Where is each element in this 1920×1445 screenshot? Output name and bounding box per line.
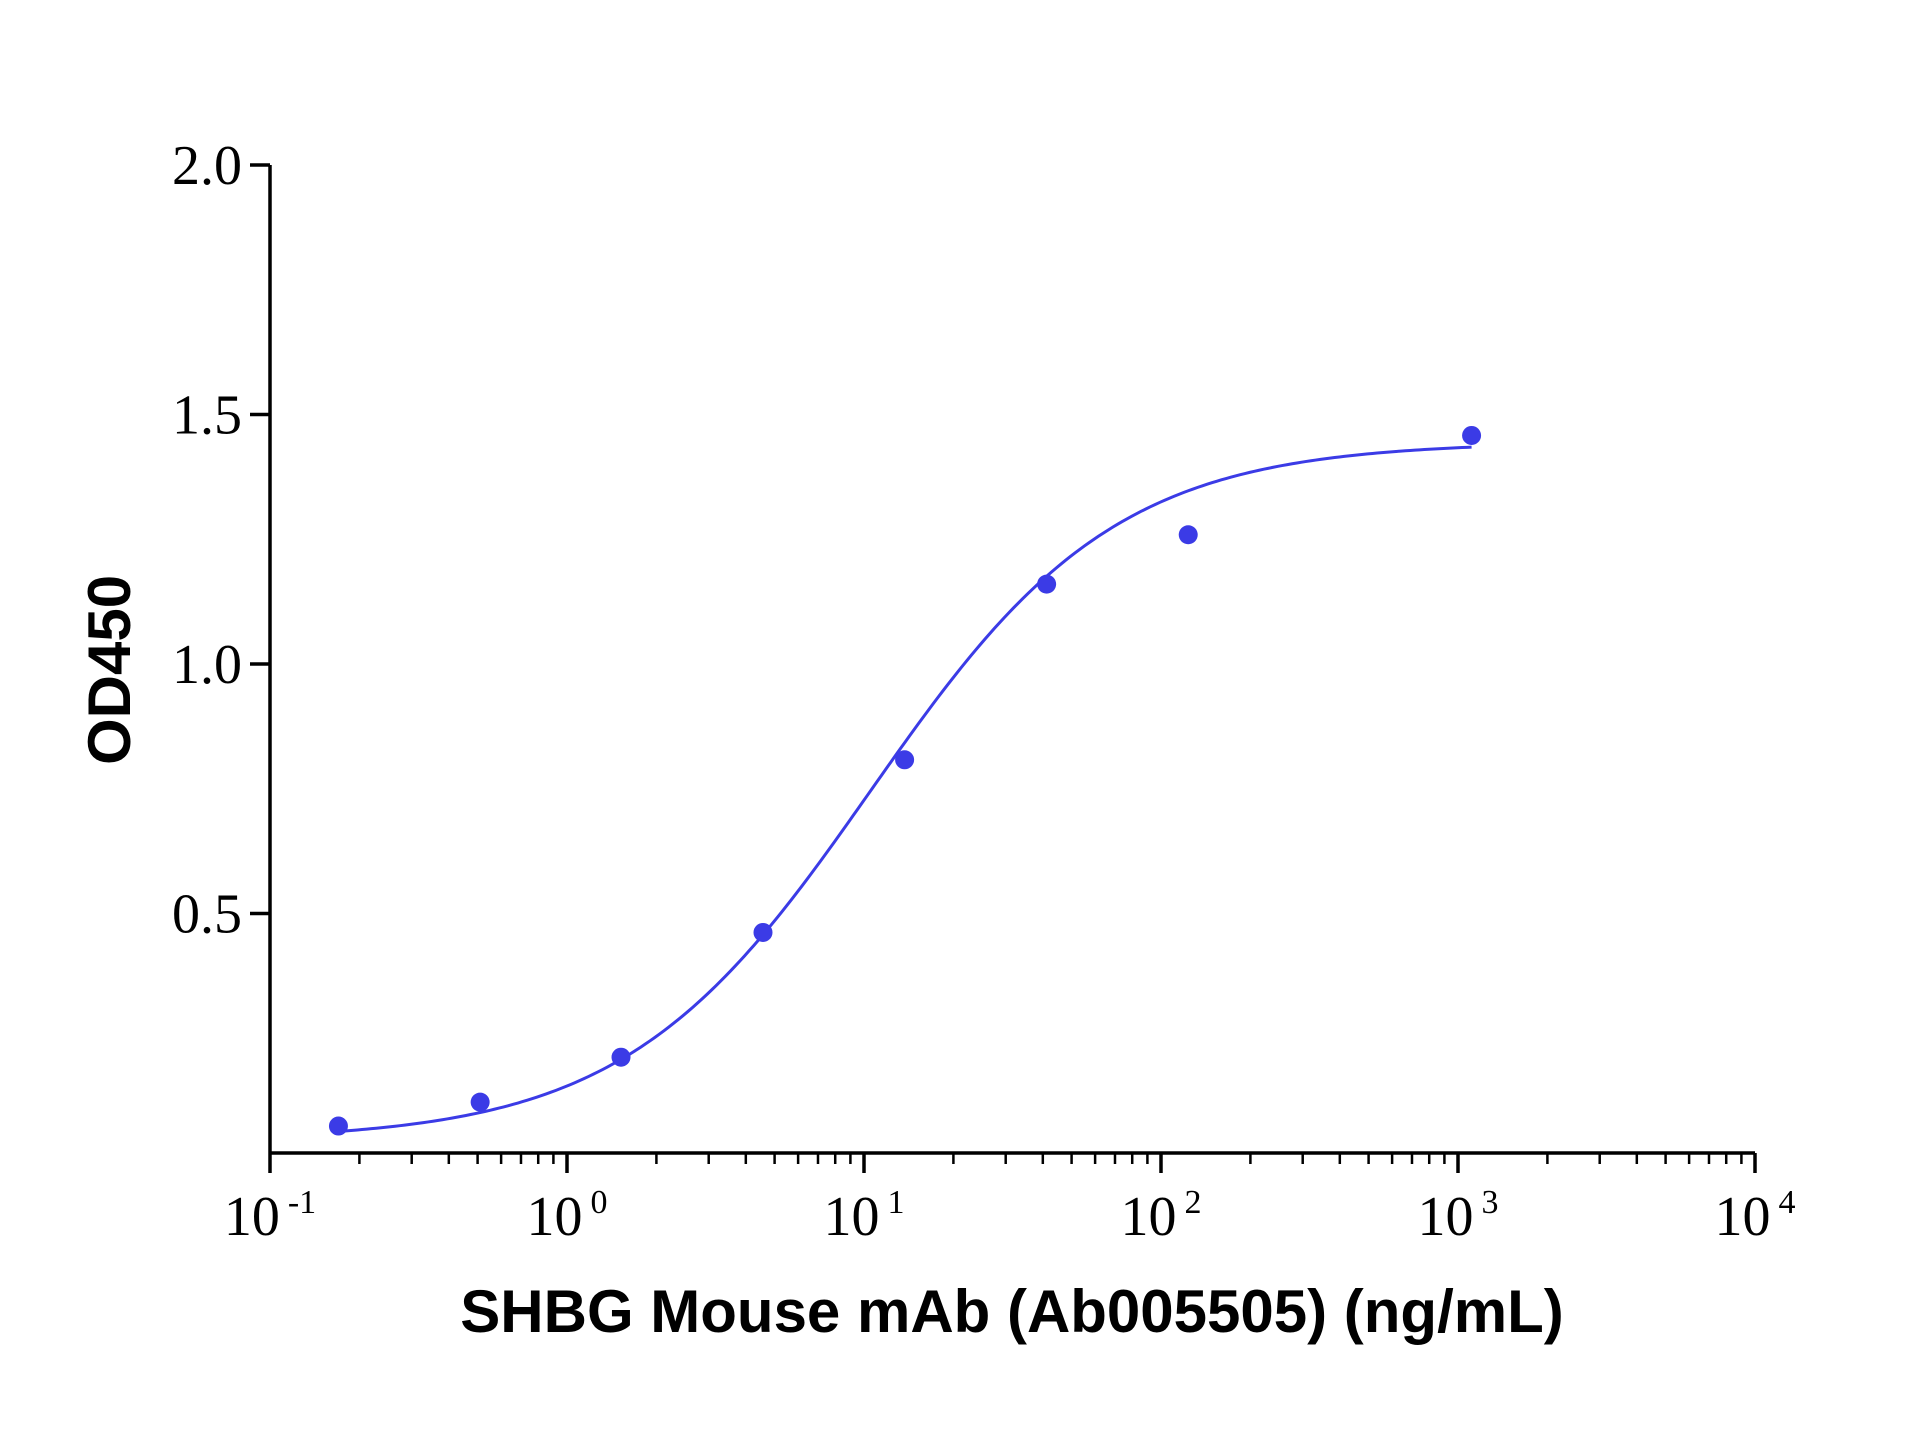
x-tick-base: 10 xyxy=(1418,1186,1474,1248)
data-point xyxy=(1178,525,1198,545)
x-tick-label: 10 3 xyxy=(1418,1184,1499,1248)
y-tick-label: 1.5 xyxy=(172,384,242,446)
x-tick-exponent: -1 xyxy=(288,1184,316,1221)
data-point xyxy=(1462,425,1482,445)
data-point xyxy=(470,1092,490,1112)
x-tick-base: 10 xyxy=(1715,1186,1771,1248)
axes: 0.51.01.52.010 -1 10 0 10 1 10 2 10 3 10 4 xyxy=(172,135,1796,1248)
x-tick-exponent: 2 xyxy=(1185,1184,1202,1221)
x-tick-label: 10 0 xyxy=(527,1184,608,1248)
y-tick-label: 1.0 xyxy=(172,634,242,696)
x-axis-title: SHBG Mouse mAb (Ab005505) (ng/mL) xyxy=(460,1278,1563,1345)
x-tick-base: 10 xyxy=(224,1186,280,1248)
data-point xyxy=(611,1047,631,1067)
x-tick-label: 10 -1 xyxy=(224,1184,316,1248)
fit-curve-layer xyxy=(338,445,1472,1133)
x-tick-label: 10 2 xyxy=(1121,1184,1202,1248)
x-tick-base: 10 xyxy=(527,1186,583,1248)
data-point xyxy=(328,1116,348,1136)
data-points xyxy=(328,425,1482,1136)
data-point xyxy=(1037,574,1057,594)
data-point xyxy=(753,922,773,942)
data-point xyxy=(895,750,915,770)
y-axis-title: OD450 xyxy=(76,575,143,765)
x-tick-label: 10 1 xyxy=(824,1184,905,1248)
y-tick-label: 0.5 xyxy=(172,883,242,945)
x-tick-exponent: 0 xyxy=(591,1184,608,1221)
x-tick-exponent: 3 xyxy=(1482,1184,1499,1221)
fit-curve xyxy=(338,445,1472,1133)
x-tick-base: 10 xyxy=(1121,1186,1177,1248)
x-tick-exponent: 4 xyxy=(1779,1184,1796,1221)
x-tick-label: 10 4 xyxy=(1715,1184,1796,1248)
x-tick-base: 10 xyxy=(824,1186,880,1248)
y-tick-label: 2.0 xyxy=(172,135,242,197)
x-tick-exponent: 1 xyxy=(888,1184,905,1221)
